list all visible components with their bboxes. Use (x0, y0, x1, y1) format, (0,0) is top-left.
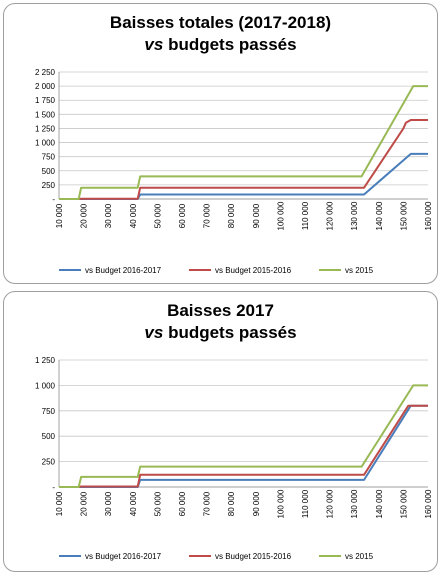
title-rest: budgets passés (163, 323, 297, 342)
series-line (59, 384, 428, 488)
x-tick-label: 50 000 (153, 491, 162, 516)
y-tick-label: 1 750 (35, 96, 56, 105)
x-tick-label: 30 000 (104, 203, 113, 228)
x-tick-label: 100 000 (276, 201, 285, 230)
x-tick-label: 60 000 (178, 491, 187, 516)
y-tick-label: 1 000 (35, 381, 56, 390)
title-vs: vs (144, 323, 164, 342)
x-tick-label: 70 000 (203, 491, 212, 516)
y-tick-label: - (52, 483, 55, 492)
x-tick-label: 50 000 (153, 203, 162, 228)
x-tick-label: 10 000 (55, 491, 64, 516)
x-tick-label: 20 000 (80, 203, 89, 228)
x-tick-label: 90 000 (252, 203, 261, 228)
y-tick-label: 1 000 (35, 139, 56, 148)
y-tick-label: 250 (42, 458, 56, 467)
y-tick-label: 750 (42, 153, 56, 162)
x-tick-label: 140 000 (375, 201, 384, 230)
x-tick-label: 80 000 (227, 491, 236, 516)
chart-svg: - 250 500 750 1 000 1 250 1 500 1 750 2 000 2 250… (35, 68, 433, 275)
x-tick-label: 30 000 (104, 491, 113, 516)
x-tick-label: 60 000 (178, 203, 187, 228)
series-line (59, 404, 428, 488)
x-tick-label: 80 000 (227, 203, 236, 228)
x-tick-label: 100 000 (276, 489, 285, 518)
y-tick-label: 1 250 (35, 124, 56, 133)
series-line (59, 118, 428, 200)
x-tick-label: 90 000 (252, 491, 261, 516)
x-tick-label: 10 000 (55, 203, 64, 228)
x-tick-label: 130 000 (350, 489, 359, 518)
legend-label: vs 2015 (345, 552, 374, 561)
title-vs: vs (144, 35, 164, 54)
x-tick-label: 120 000 (326, 489, 335, 518)
title-rest: budgets passés (163, 35, 297, 54)
y-tick-label: 1 500 (35, 110, 56, 119)
title-line-1: Baisses totales (2017-2018) (109, 13, 332, 32)
x-tick-label: 40 000 (129, 491, 138, 516)
x-tick-label: 110 000 (301, 489, 310, 518)
y-tick-label: 2 250 (35, 68, 56, 77)
chart-panel-total: Baisses totales (2017-2018) vs budgets p… (3, 3, 438, 284)
x-tick-label: 150 000 (399, 201, 408, 230)
legend-label: vs Budget 2015-2016 (215, 266, 292, 275)
x-tick-label: 120 000 (326, 201, 335, 230)
legend-label: vs Budget 2016-2017 (85, 552, 162, 561)
x-tick-label: 150 000 (399, 489, 408, 518)
x-tick-label: 130 000 (350, 201, 359, 230)
y-tick-label: 500 (42, 432, 56, 441)
y-tick-label: 250 (42, 181, 56, 190)
y-tick-label: 1 250 (35, 356, 56, 365)
x-tick-label: 40 000 (129, 203, 138, 228)
x-tick-label: 160 000 (424, 201, 433, 230)
x-tick-label: 20 000 (80, 491, 89, 516)
chart-panel-2017: Baisses 2017 vs budgets passés - 250 500 75… (3, 291, 438, 572)
title-line-2: vs budgets passés (4, 322, 437, 344)
y-tick-label: 500 (42, 167, 56, 176)
x-tick-label: 160 000 (424, 489, 433, 518)
chart-svg: - 250 500 750 1 000 1 250 10 000 20 000 30 000 40… (35, 356, 433, 561)
chart-title: Baisses totales (2017-2018) vs budgets p… (4, 12, 437, 56)
series-line (59, 85, 428, 200)
x-tick-label: 140 000 (375, 489, 384, 518)
legend-label: vs 2015 (345, 266, 374, 275)
legend-label: vs Budget 2016-2017 (85, 266, 162, 275)
y-tick-label: 2 000 (35, 82, 56, 91)
title-line-2: vs budgets passés (4, 34, 437, 56)
legend-label: vs Budget 2015-2016 (215, 552, 292, 561)
x-tick-label: 110 000 (301, 201, 310, 230)
x-tick-label: 70 000 (203, 203, 212, 228)
title-line-1: Baisses 2017 (167, 301, 274, 320)
chart-title: Baisses 2017 vs budgets passés (4, 300, 437, 344)
y-tick-label: 750 (42, 407, 56, 416)
y-tick-label: - (52, 195, 55, 204)
